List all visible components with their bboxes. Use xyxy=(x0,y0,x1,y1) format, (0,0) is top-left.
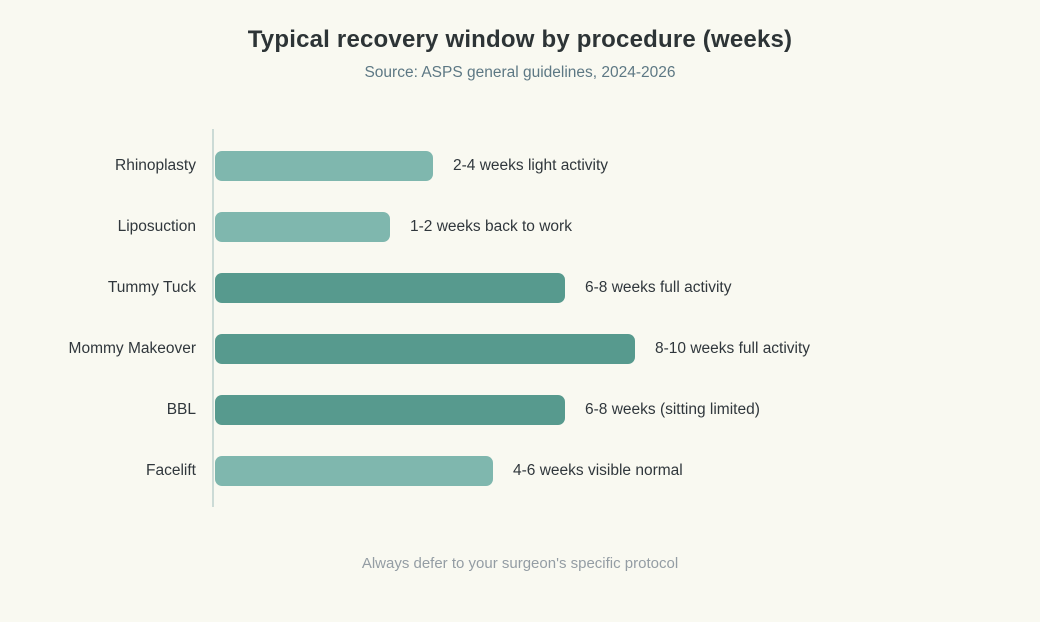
category-row: Facelift xyxy=(0,440,212,501)
bar-value-label: 6-8 weeks full activity xyxy=(585,278,732,296)
category-row: BBL xyxy=(0,379,212,440)
category-row: Mommy Makeover xyxy=(0,318,212,379)
category-row: Tummy Tuck xyxy=(0,257,212,318)
chart-header: Typical recovery window by procedure (we… xyxy=(0,0,1040,82)
bar-liposuction xyxy=(215,211,390,242)
bar-value-label: 8-10 weeks full activity xyxy=(655,339,811,357)
category-label-bbl: BBL xyxy=(166,400,196,418)
bar-chart: Rhinoplasty Liposuction Tummy Tuck Mommy… xyxy=(0,129,1040,507)
category-row: Rhinoplasty xyxy=(0,135,212,196)
bar-row: 4-6 weeks visible normal xyxy=(214,440,1040,501)
bar-mommy-makeover xyxy=(215,333,635,364)
bar-rhinoplasty xyxy=(215,150,433,181)
category-axis: Rhinoplasty Liposuction Tummy Tuck Mommy… xyxy=(0,129,212,507)
bar-value-label: 1-2 weeks back to work xyxy=(410,217,572,235)
bar-row: 2-4 weeks light activity xyxy=(214,135,1040,196)
category-label-tummy-tuck: Tummy Tuck xyxy=(107,278,196,296)
bar-facelift xyxy=(215,455,493,486)
chart-title: Typical recovery window by procedure (we… xyxy=(247,26,793,53)
category-row: Liposuction xyxy=(0,196,212,257)
bar-value-label: 4-6 weeks visible normal xyxy=(513,461,683,479)
bar-bbl xyxy=(215,394,565,425)
chart-footnote: Always defer to your surgeon's specific … xyxy=(361,555,679,572)
bar-value-label: 6-8 weeks (sitting limited) xyxy=(585,400,760,418)
category-label-rhinoplasty: Rhinoplasty xyxy=(115,156,196,174)
bar-row: 1-2 weeks back to work xyxy=(214,196,1040,257)
bar-row: 8-10 weeks full activity xyxy=(214,318,1040,379)
category-label-facelift: Facelift xyxy=(146,461,196,479)
category-label-liposuction: Liposuction xyxy=(117,217,196,235)
bar-value-label: 2-4 weeks light activity xyxy=(453,156,609,174)
bar-row: 6-8 weeks full activity xyxy=(214,257,1040,318)
bar-tummy-tuck xyxy=(215,272,565,303)
category-label-mommy-makeover: Mommy Makeover xyxy=(68,339,196,357)
plot-area: 2-4 weeks light activity 1-2 weeks back … xyxy=(212,129,1040,507)
chart-subtitle: Source: ASPS general guidelines, 2024-20… xyxy=(364,64,676,81)
bar-row: 6-8 weeks (sitting limited) xyxy=(214,379,1040,440)
